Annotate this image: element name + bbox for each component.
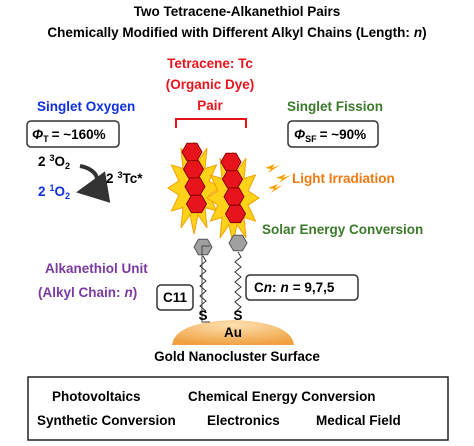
sup: 1 <box>50 183 55 193</box>
triplet: 2 3Tc* <box>106 170 143 186</box>
sp: O <box>55 184 66 199</box>
dye-label: Tetracene: Tc <box>167 56 253 71</box>
lightning <box>276 174 291 183</box>
val: = ~160% <box>52 127 106 142</box>
title-text: Chemically Modified with Different Alkyl… <box>47 25 410 40</box>
surface-label: Gold Nanocluster Surface <box>154 349 320 364</box>
alkyl-chain <box>234 251 242 313</box>
sp: O <box>55 154 66 169</box>
alkanethiol-label: Alkanethiol Unit <box>45 261 148 276</box>
yield-box <box>26 120 120 148</box>
singlet-oxygen: Singlet Oxygen <box>37 99 135 114</box>
gold-surface <box>172 320 294 345</box>
var: n <box>125 285 133 300</box>
coef: 2 <box>106 171 114 186</box>
sulfur: S <box>233 308 242 323</box>
tetracene-ring <box>223 187 245 206</box>
pair-bracket <box>175 118 247 128</box>
coef: 2 <box>38 154 46 169</box>
application: Electronics <box>207 413 280 428</box>
n: n <box>281 280 289 295</box>
singlet-fission: Singlet Fission <box>287 99 383 114</box>
light-irradiation: Light Irradiation <box>292 171 395 186</box>
phi: Φ <box>32 127 43 142</box>
application: Photovoltaics <box>52 389 141 404</box>
tetracene-ring <box>182 160 205 179</box>
tetracene-ring <box>184 177 206 196</box>
reaction-arrow <box>76 164 111 203</box>
tetracene-ring <box>224 204 247 224</box>
solar-energy: Solar Energy Conversion <box>262 222 423 237</box>
application: Chemical Energy Conversion <box>188 389 376 404</box>
val: = ~90% <box>320 127 367 142</box>
sp: Tc* <box>123 171 144 186</box>
lightning <box>265 164 280 173</box>
tetracene-ring <box>185 194 208 214</box>
c11: C11 <box>163 290 188 305</box>
alkyl-chain: (Alkyl Chain: n) <box>38 285 137 300</box>
yield-sf: ΦSF = ~90% <box>294 127 366 144</box>
alkyl-chain <box>199 255 207 312</box>
c: C <box>254 280 264 295</box>
yield-t: ΦT = ~160% <box>32 127 106 144</box>
sup: 3 <box>118 170 123 180</box>
val: = 9,7,5 <box>293 280 335 295</box>
sub: 2 <box>65 191 70 201</box>
c11-box <box>156 284 194 311</box>
title-line1: Two Tetracene-Alkanethiol Pairs <box>134 4 341 19</box>
molecule-art <box>167 141 294 345</box>
application: Synthetic Conversion <box>37 413 176 428</box>
colon: : <box>272 280 277 295</box>
sub: SF <box>305 134 317 144</box>
yield-box <box>287 120 379 148</box>
applications-box <box>27 376 449 441</box>
lightning <box>268 184 283 193</box>
title-text: ) <box>422 25 427 40</box>
title-line2: Chemically Modified with Different Alkyl… <box>47 25 426 40</box>
phi: Φ <box>294 127 305 142</box>
cn-box <box>245 274 359 301</box>
sub: 2 <box>65 161 70 171</box>
coef: 2 <box>38 184 46 199</box>
t: (Alkyl Chain: <box>38 285 121 300</box>
sub: T <box>43 134 49 144</box>
tetracene-ring <box>181 142 203 162</box>
sup: 3 <box>50 153 55 163</box>
chain-bracket <box>201 245 210 323</box>
n: n <box>264 280 272 295</box>
gold-label: Au <box>224 325 242 340</box>
cn: Cn: n = 9,7,5 <box>254 280 335 295</box>
dye-label: Pair <box>197 98 223 113</box>
reactant: 2 3O2 <box>38 153 70 171</box>
tetracene-ring <box>220 152 242 172</box>
linker-ring <box>228 234 248 252</box>
t: ) <box>133 285 138 300</box>
application: Medical Field <box>316 413 401 428</box>
linker-ring <box>193 238 213 256</box>
product: 2 1O2 <box>38 183 70 201</box>
tetracene-ring <box>221 170 244 189</box>
dye-label: (Organic Dye) <box>166 77 255 92</box>
sulfur: S <box>198 308 207 323</box>
title-var: n <box>414 25 422 40</box>
